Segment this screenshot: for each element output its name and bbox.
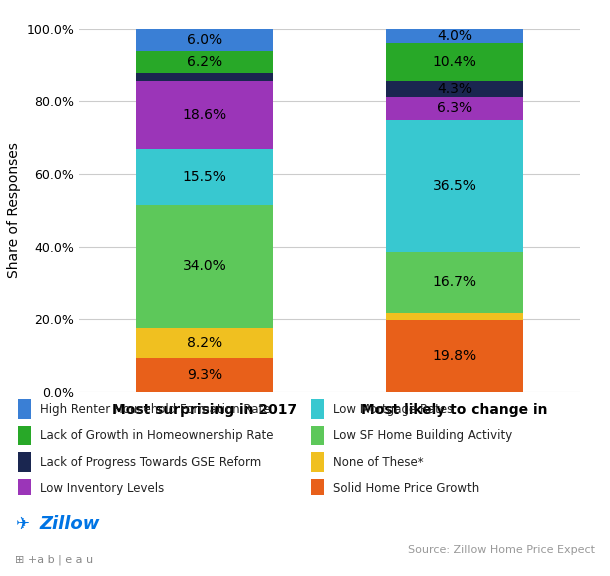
Text: 6.3%: 6.3% [437,101,472,115]
Bar [311,479,324,498]
Bar [386,252,523,313]
Text: 34.0%: 34.0% [182,259,226,274]
Bar [386,320,523,392]
Bar [386,97,523,120]
Bar [311,426,324,445]
Bar [386,313,523,320]
Text: 4.0%: 4.0% [437,29,472,43]
Text: 18.6%: 18.6% [182,108,226,122]
Text: 9.3%: 9.3% [187,368,222,382]
Text: 10.4%: 10.4% [432,55,476,69]
Bar [135,29,273,51]
Bar [135,51,273,73]
Text: Solid Home Price Growth: Solid Home Price Growth [332,482,479,495]
Bar [386,81,523,97]
Text: None of These*: None of These* [332,456,423,468]
Text: 8.2%: 8.2% [187,336,222,350]
Text: Lack of Growth in Homeownership Rate: Lack of Growth in Homeownership Rate [40,429,273,442]
Text: 19.8%: 19.8% [432,348,476,363]
Text: ✈: ✈ [15,514,29,533]
Text: Low Mortgage Rates: Low Mortgage Rates [332,403,453,416]
Text: Zillow: Zillow [40,514,100,533]
Text: Lack of Progress Towards GSE Reform: Lack of Progress Towards GSE Reform [40,456,261,468]
Text: High Renter Household Formation Rate: High Renter Household Formation Rate [40,403,270,416]
Text: 6.0%: 6.0% [187,33,222,47]
Text: Source: Zillow Home Price Expect: Source: Zillow Home Price Expect [407,545,595,555]
Bar [135,149,273,205]
Text: 15.5%: 15.5% [182,170,226,184]
Text: 6.2%: 6.2% [187,55,222,69]
Bar [135,205,273,328]
Text: Low Inventory Levels: Low Inventory Levels [40,482,164,495]
Bar [18,399,31,419]
Text: 36.5%: 36.5% [432,179,476,193]
Y-axis label: Share of Responses: Share of Responses [7,142,21,278]
Bar [311,452,324,472]
Bar [386,120,523,252]
Bar [18,452,31,472]
Bar [135,73,273,81]
Bar [135,81,273,149]
Bar [18,426,31,445]
Bar [311,399,324,419]
Text: 4.3%: 4.3% [437,82,472,96]
Bar [135,328,273,358]
Text: 16.7%: 16.7% [432,275,476,289]
Bar [386,29,523,43]
Text: ⊞ +a b | e a u: ⊞ +a b | e a u [15,554,93,565]
Bar [135,358,273,392]
Text: Low SF Home Building Activity: Low SF Home Building Activity [332,429,512,442]
Bar [18,479,31,498]
Bar [386,43,523,81]
